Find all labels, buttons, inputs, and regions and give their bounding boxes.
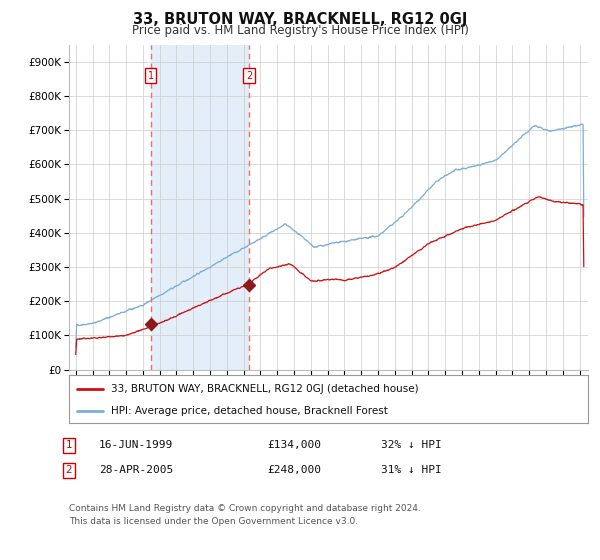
Bar — [151, 45, 249, 370]
Text: £248,000: £248,000 — [267, 465, 321, 475]
Text: 33, BRUTON WAY, BRACKNELL, RG12 0GJ (detached house): 33, BRUTON WAY, BRACKNELL, RG12 0GJ (det… — [110, 384, 418, 394]
Text: 1: 1 — [65, 440, 73, 450]
Text: 31% ↓ HPI: 31% ↓ HPI — [381, 465, 442, 475]
Text: 1: 1 — [148, 71, 154, 81]
Text: Price paid vs. HM Land Registry's House Price Index (HPI): Price paid vs. HM Land Registry's House … — [131, 24, 469, 36]
Text: HPI: Average price, detached house, Bracknell Forest: HPI: Average price, detached house, Brac… — [110, 406, 388, 416]
Text: £134,000: £134,000 — [267, 440, 321, 450]
Text: 32% ↓ HPI: 32% ↓ HPI — [381, 440, 442, 450]
Text: 28-APR-2005: 28-APR-2005 — [99, 465, 173, 475]
Text: Contains HM Land Registry data © Crown copyright and database right 2024.
This d: Contains HM Land Registry data © Crown c… — [69, 504, 421, 525]
Text: 2: 2 — [246, 71, 252, 81]
Text: 2: 2 — [65, 465, 73, 475]
Text: 33, BRUTON WAY, BRACKNELL, RG12 0GJ: 33, BRUTON WAY, BRACKNELL, RG12 0GJ — [133, 12, 467, 27]
Text: 16-JUN-1999: 16-JUN-1999 — [99, 440, 173, 450]
